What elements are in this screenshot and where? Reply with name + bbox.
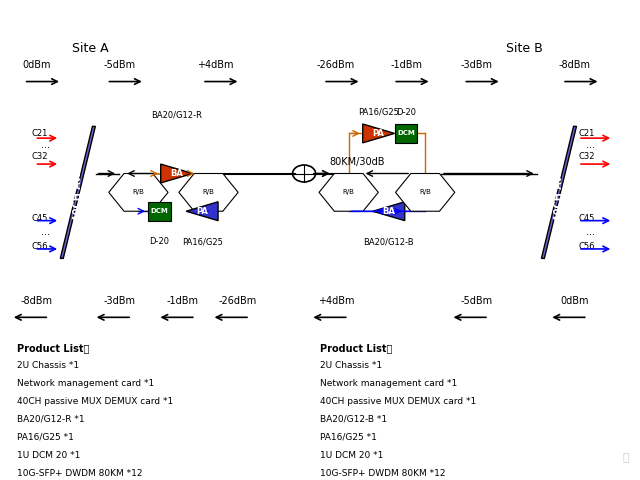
Text: 0dBm: 0dBm xyxy=(22,60,51,70)
Text: 1U DCM 20 *1: 1U DCM 20 *1 xyxy=(320,451,383,460)
Text: Network management card *1: Network management card *1 xyxy=(17,379,155,388)
Text: Network management card *1: Network management card *1 xyxy=(320,379,457,388)
Text: 40CH passive MUX DEMUX card *1: 40CH passive MUX DEMUX card *1 xyxy=(320,397,476,406)
Text: R/B: R/B xyxy=(419,190,431,195)
Text: -8dBm: -8dBm xyxy=(20,296,52,306)
Text: C21: C21 xyxy=(32,129,49,138)
Text: +4dBm: +4dBm xyxy=(196,60,233,70)
FancyBboxPatch shape xyxy=(395,124,417,143)
Text: BA20/G12-R: BA20/G12-R xyxy=(151,110,202,119)
Text: -26dBm: -26dBm xyxy=(218,296,256,306)
Text: C21: C21 xyxy=(578,129,595,138)
Text: -8dBm: -8dBm xyxy=(559,60,591,70)
Text: C32: C32 xyxy=(32,153,49,161)
Text: 10G-SFP+ DWDM 80KM *12: 10G-SFP+ DWDM 80KM *12 xyxy=(17,468,143,478)
Text: PA16/G25: PA16/G25 xyxy=(182,238,223,246)
Text: 10G-SFP+ DWDM 80KM *12: 10G-SFP+ DWDM 80KM *12 xyxy=(320,468,445,478)
Text: Product List：: Product List： xyxy=(320,343,392,353)
Text: +4dBm: +4dBm xyxy=(317,296,354,306)
Text: Site B: Site B xyxy=(506,42,542,55)
Text: R/B: R/B xyxy=(202,190,214,195)
Polygon shape xyxy=(319,173,378,211)
Text: ...: ... xyxy=(42,140,51,150)
Text: 0dBm: 0dBm xyxy=(561,296,589,306)
Polygon shape xyxy=(109,173,168,211)
Text: 2U Chassis *1: 2U Chassis *1 xyxy=(17,361,79,370)
Text: 40CH AWG: 40CH AWG xyxy=(554,163,564,221)
Text: 2U Chassis *1: 2U Chassis *1 xyxy=(320,361,382,370)
Text: PA: PA xyxy=(196,207,208,216)
Text: DCM: DCM xyxy=(150,208,168,214)
Text: C45: C45 xyxy=(32,214,49,223)
Polygon shape xyxy=(396,173,455,211)
Text: 40CH passive MUX DEMUX card *1: 40CH passive MUX DEMUX card *1 xyxy=(17,397,173,406)
Text: BA20/G12-B: BA20/G12-B xyxy=(364,238,414,246)
Text: ...: ... xyxy=(586,228,595,238)
Text: BA: BA xyxy=(170,169,183,178)
Text: 40CH AWG: 40CH AWG xyxy=(73,163,83,221)
Polygon shape xyxy=(60,126,95,258)
Polygon shape xyxy=(541,126,577,258)
Text: 80KM/30dB: 80KM/30dB xyxy=(330,156,385,167)
Text: ...: ... xyxy=(42,228,51,238)
Text: -3dBm: -3dBm xyxy=(460,60,492,70)
Text: BA: BA xyxy=(382,207,396,216)
Text: R/B: R/B xyxy=(132,190,145,195)
Text: -5dBm: -5dBm xyxy=(460,296,492,306)
Text: BA20/G12-B *1: BA20/G12-B *1 xyxy=(320,415,387,424)
Polygon shape xyxy=(179,173,238,211)
Text: PA16/G25: PA16/G25 xyxy=(358,108,399,117)
FancyBboxPatch shape xyxy=(148,202,171,221)
Polygon shape xyxy=(161,164,193,183)
Text: BA20/G12-R *1: BA20/G12-R *1 xyxy=(17,415,85,424)
Text: -5dBm: -5dBm xyxy=(103,60,135,70)
Text: ...: ... xyxy=(586,140,595,150)
Text: -1dBm: -1dBm xyxy=(390,60,422,70)
Text: D-20: D-20 xyxy=(149,238,170,246)
Text: DCM: DCM xyxy=(397,131,415,136)
Text: C45: C45 xyxy=(578,214,595,223)
Text: C56: C56 xyxy=(578,242,595,251)
Text: PA: PA xyxy=(372,129,385,138)
Text: Site A: Site A xyxy=(72,42,109,55)
Text: C32: C32 xyxy=(578,153,595,161)
Polygon shape xyxy=(373,202,404,221)
Text: ⓘ: ⓘ xyxy=(623,454,629,464)
Text: PA16/G25 *1: PA16/G25 *1 xyxy=(320,433,377,442)
Text: 1U DCM 20 *1: 1U DCM 20 *1 xyxy=(17,451,81,460)
Text: R/B: R/B xyxy=(343,190,355,195)
Polygon shape xyxy=(186,202,218,221)
Polygon shape xyxy=(363,124,394,143)
Text: PA16/G25 *1: PA16/G25 *1 xyxy=(17,433,74,442)
Text: Product List：: Product List： xyxy=(17,343,90,353)
Text: D-20: D-20 xyxy=(396,108,416,117)
Text: -3dBm: -3dBm xyxy=(103,296,135,306)
Text: C56: C56 xyxy=(32,242,49,251)
Text: -26dBm: -26dBm xyxy=(317,60,355,70)
Text: -1dBm: -1dBm xyxy=(167,296,199,306)
